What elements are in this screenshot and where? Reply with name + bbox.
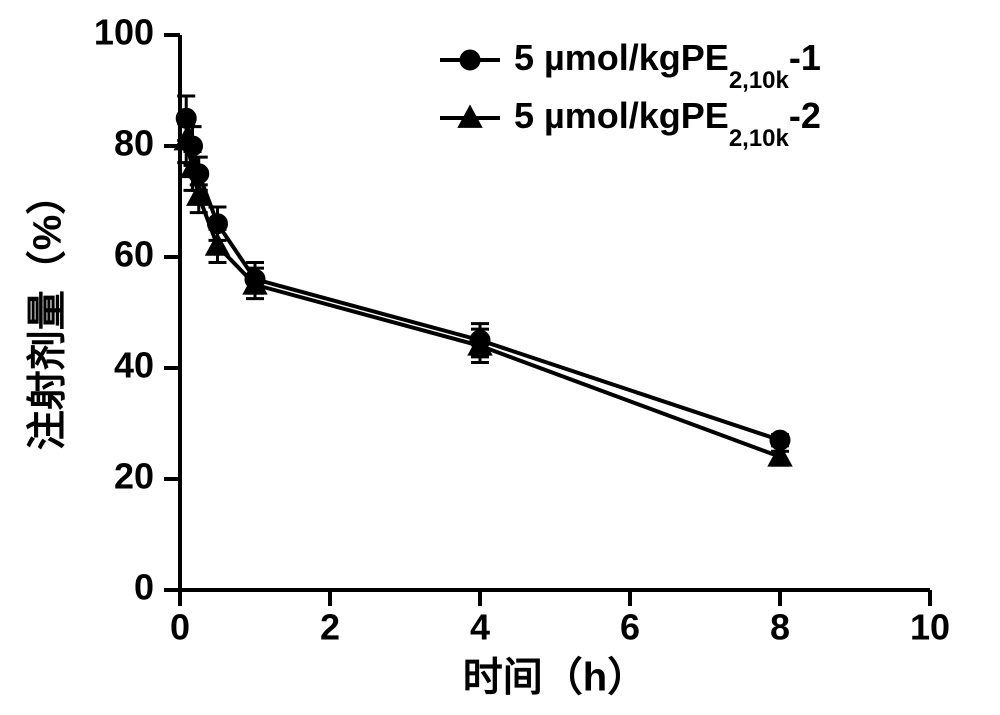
x-tick-label: 2 [320,607,340,648]
x-tick-label: 4 [470,607,490,648]
y-tick-label: 100 [94,12,154,53]
y-tick-label: 60 [114,234,154,275]
chart-svg: 0246810020406080100时间（h）注射剂量（%）5 µmol/kg… [0,0,1000,715]
y-tick-label: 40 [114,345,154,386]
legend-marker-circle [460,50,480,70]
y-tick-label: 0 [134,567,154,608]
y-tick-label: 80 [114,123,154,164]
x-tick-label: 0 [170,607,190,648]
y-tick-label: 20 [114,456,154,497]
x-tick-label: 10 [910,607,950,648]
dose-time-chart: 0246810020406080100时间（h）注射剂量（%）5 µmol/kg… [0,0,1000,715]
x-tick-label: 6 [620,607,640,648]
x-axis-label: 时间（h） [463,656,647,700]
x-tick-label: 8 [770,607,790,648]
y-axis-label: 注射剂量（%） [26,175,70,451]
